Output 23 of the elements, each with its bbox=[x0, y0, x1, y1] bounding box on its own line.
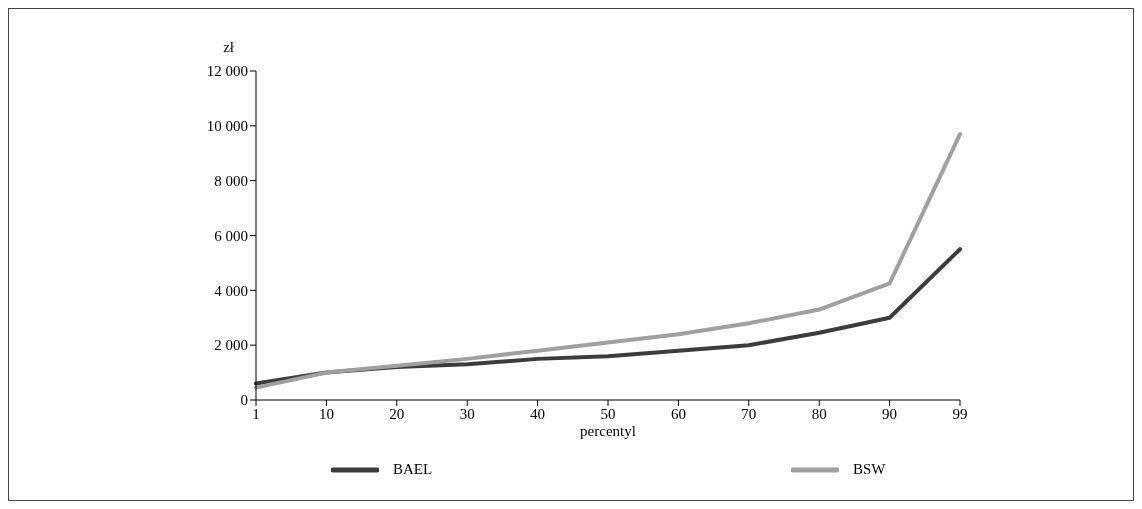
y-tick-label: 8 000 bbox=[214, 172, 248, 189]
y-tick-label: 2 000 bbox=[214, 337, 248, 354]
x-tick-label: 50 bbox=[600, 405, 616, 422]
x-tick-label: 20 bbox=[389, 405, 405, 422]
x-tick-label: 10 bbox=[318, 405, 334, 422]
x-tick-label: 60 bbox=[670, 405, 686, 422]
x-tick-label: 1 bbox=[252, 405, 260, 422]
y-axis-title: zł bbox=[223, 38, 235, 55]
y-tick-label: 10 000 bbox=[206, 118, 248, 135]
legend-label: BAEL bbox=[393, 461, 433, 478]
x-axis-title: percentyl bbox=[580, 423, 636, 439]
x-tick-label: 40 bbox=[530, 405, 546, 422]
x-tick-label: 30 bbox=[459, 405, 475, 422]
x-tick-label: 99 bbox=[952, 405, 968, 422]
y-tick-label: 12 000 bbox=[206, 63, 248, 80]
x-tick-label: 90 bbox=[882, 405, 898, 422]
line-series bbox=[254, 132, 962, 390]
x-tick-label: 70 bbox=[741, 405, 757, 422]
y-tick-label: 0 bbox=[240, 392, 248, 409]
legend-label: BSW bbox=[853, 461, 886, 478]
x-tick-label: 80 bbox=[811, 405, 827, 422]
y-tick-label: 6 000 bbox=[214, 227, 248, 244]
y-tick-label: 4 000 bbox=[214, 282, 248, 299]
